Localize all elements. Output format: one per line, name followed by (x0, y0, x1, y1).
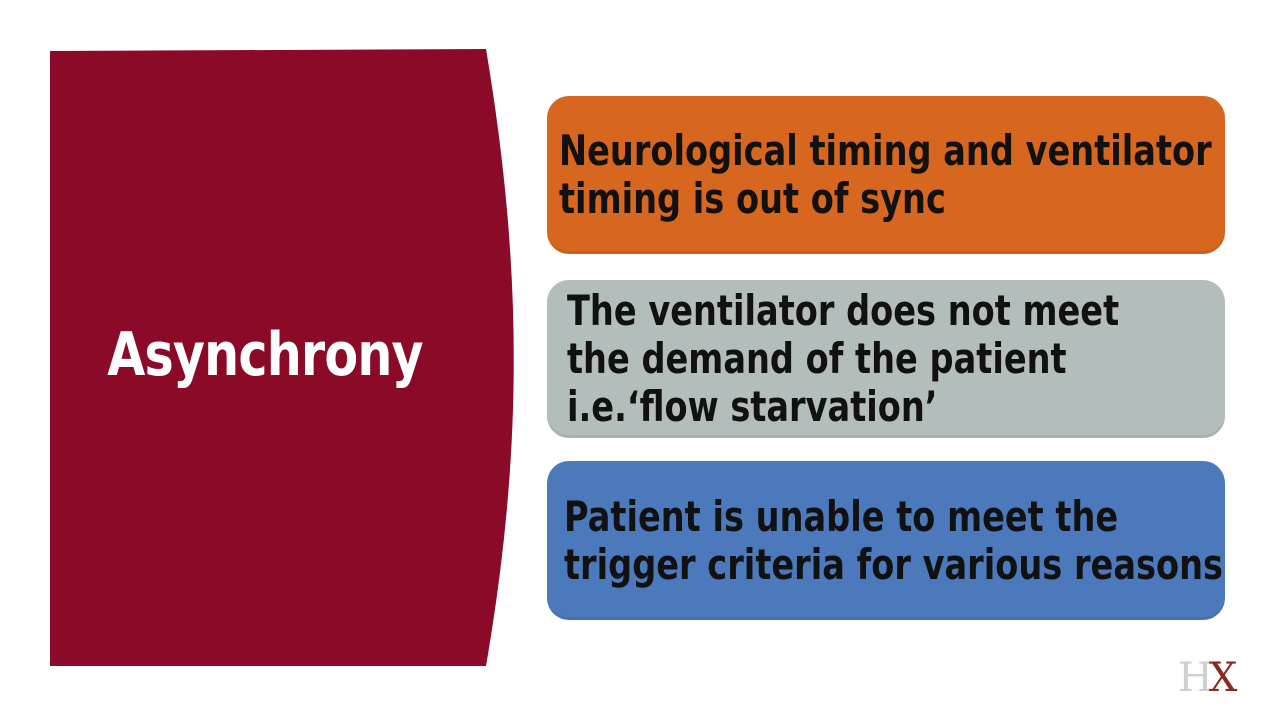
asynchrony-title: Asynchrony (107, 320, 423, 390)
card-text-line: i.e.‘flow starvation’ (567, 382, 938, 431)
card-text-line: the demand of the patient (567, 334, 1067, 383)
card-trigger-criteria: Patient is unable to meet the trigger cr… (547, 461, 1225, 620)
card-flow-starvation: The ventilator does not meet the demand … (547, 280, 1225, 438)
card-text-line: Neurological timing and ventilator (559, 126, 1212, 175)
logo-letter-x: X (1208, 655, 1238, 701)
logo-letter-h: H (1178, 655, 1213, 701)
card-timing-out-of-sync: Neurological timing and ventilator timin… (547, 96, 1225, 254)
card-text-line: The ventilator does not meet (567, 286, 1120, 335)
card-text-line: Patient is unable to meet the (564, 491, 1119, 541)
hx-logo: H X (1178, 656, 1264, 700)
card-text-line: trigger criteria for various reasons (564, 539, 1223, 589)
card-text-line: timing is out of sync (559, 174, 946, 223)
